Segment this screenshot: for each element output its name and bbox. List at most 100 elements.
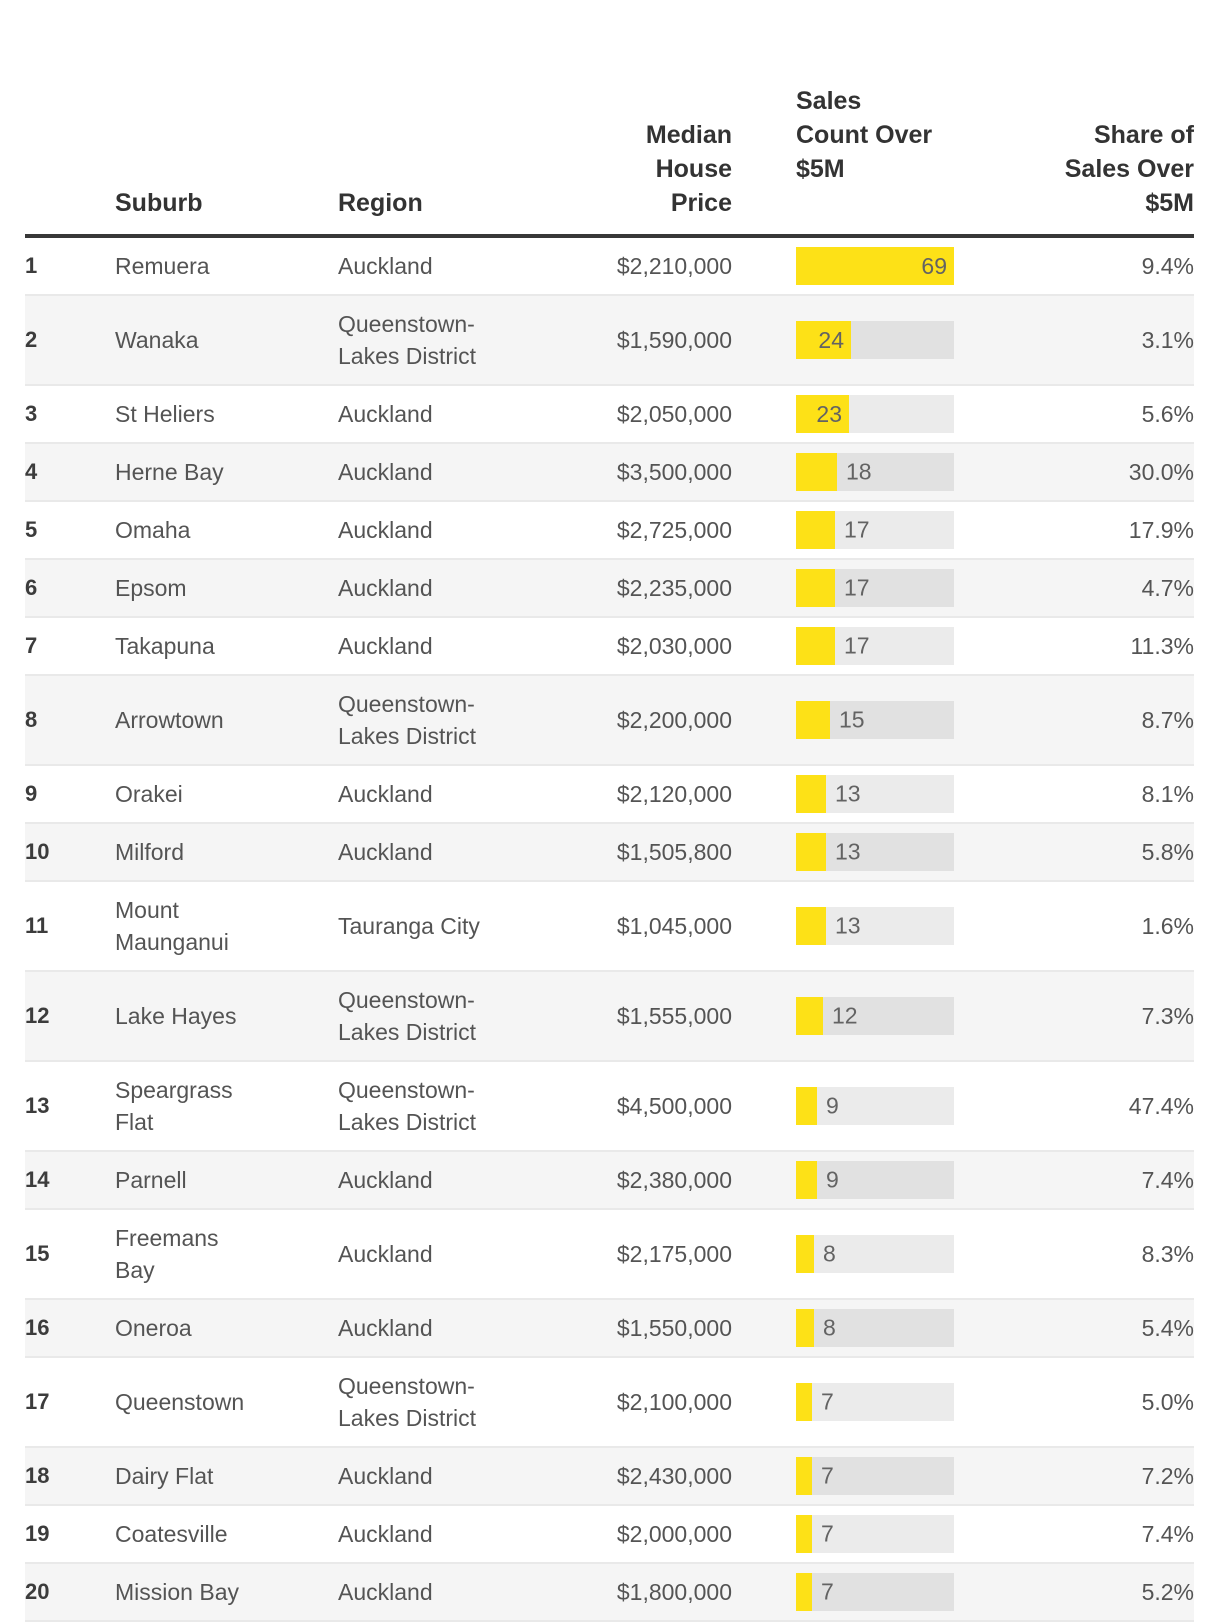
bar-fill: 69 (796, 247, 954, 285)
region-cell: Auckland (338, 781, 433, 807)
sales-count-bar-cell: 13 (732, 824, 954, 880)
suburb-cell: Arrowtown (115, 707, 224, 733)
table-row: 18 Dairy Flat Auckland $2,430,000 7 7.2% (25, 1446, 1194, 1504)
bar-fill (796, 1515, 812, 1553)
share-of-sales-cell: 8.1% (1141, 781, 1194, 807)
sales-count-bar-cell: 15 (732, 692, 954, 748)
bar-value-label: 13 (835, 838, 861, 865)
median-house-price-cell: $1,550,000 (616, 1315, 732, 1341)
table-row: 12 Lake Hayes Queenstown-Lakes District … (25, 970, 1194, 1060)
suburb-cell: Coatesville (115, 1521, 228, 1547)
share-of-sales-cell: 5.0% (1141, 1389, 1194, 1415)
bar-value-label: 8 (823, 1240, 836, 1267)
table-row: 5 Omaha Auckland $2,725,000 17 17.9% (25, 500, 1194, 558)
table-row: 6 Epsom Auckland $2,235,000 17 4.7% (25, 558, 1194, 616)
table-row: 16 Oneroa Auckland $1,550,000 8 5.4% (25, 1298, 1194, 1356)
median-house-price-cell: $3,500,000 (616, 459, 732, 485)
bar-fill (796, 997, 823, 1035)
header-share-of-sales-over-5m: Share of Sales Over $5M (1064, 121, 1194, 217)
rank-cell: 1 (25, 253, 38, 278)
suburb-cell: Remuera (115, 253, 210, 279)
median-house-price-cell: $2,050,000 (616, 401, 732, 427)
bar-track: 13 (796, 833, 954, 871)
table-row: 3 St Heliers Auckland $2,050,000 23 5.6% (25, 384, 1194, 442)
table-row: 11 Mount Maunganui Tauranga City $1,045,… (25, 880, 1194, 970)
sales-count-bar-cell: 8 (732, 1300, 954, 1356)
sales-count-bar-cell: 13 (732, 898, 954, 954)
suburb-cell: Mission Bay (115, 1579, 239, 1605)
bar-fill (796, 1235, 814, 1273)
table-row: 20 Mission Bay Auckland $1,800,000 7 5.2… (25, 1562, 1194, 1620)
suburb-cell: Milford (115, 839, 185, 865)
rank-cell: 10 (25, 839, 50, 864)
share-of-sales-cell: 7.2% (1141, 1463, 1194, 1489)
median-house-price-cell: $1,590,000 (616, 327, 732, 353)
region-cell: Auckland (338, 1167, 433, 1193)
sales-count-bar-cell: 24 (732, 312, 954, 368)
suburb-cell: Mount Maunganui (115, 897, 229, 955)
rank-cell: 19 (25, 1521, 50, 1546)
sales-count-bar-cell: 12 (732, 988, 954, 1044)
sales-count-bar-cell: 8 (732, 1226, 954, 1282)
median-house-price-cell: $2,210,000 (616, 253, 732, 279)
header-region: Region (338, 189, 423, 217)
bar-value-label: 13 (835, 912, 861, 939)
rank-cell: 17 (25, 1389, 50, 1414)
rank-cell: 2 (25, 327, 38, 352)
bar-track: 7 (796, 1515, 954, 1553)
rank-cell: 6 (25, 575, 38, 600)
bar-track: 18 (796, 453, 954, 491)
rank-cell: 9 (25, 781, 38, 806)
bar-fill (796, 1457, 812, 1495)
bar-track: 23 (796, 395, 954, 433)
rank-cell: 13 (25, 1093, 50, 1118)
sales-count-bar-cell: 7 (732, 1506, 954, 1562)
table-row: 9 Orakei Auckland $2,120,000 13 8.1% (25, 764, 1194, 822)
table-row: 15 Freemans Bay Auckland $2,175,000 8 8.… (25, 1208, 1194, 1298)
region-cell: Auckland (338, 1521, 433, 1547)
region-cell: Auckland (338, 517, 433, 543)
bar-value-label: 12 (832, 1002, 858, 1029)
bar-fill (796, 627, 835, 665)
bar-value-label: 8 (823, 1314, 836, 1341)
region-cell: Auckland (338, 401, 433, 427)
region-cell: Auckland (338, 839, 433, 865)
share-of-sales-cell: 5.4% (1141, 1315, 1194, 1341)
suburb-cell: Herne Bay (115, 459, 224, 485)
sales-count-bar-cell: 17 (732, 618, 954, 674)
region-cell: Auckland (338, 1241, 433, 1267)
share-of-sales-cell: 30.0% (1128, 459, 1194, 485)
rank-cell: 5 (25, 517, 38, 542)
median-house-price-cell: $2,120,000 (616, 781, 732, 807)
bar-value-label: 7 (821, 1578, 834, 1605)
bar-track: 15 (796, 701, 954, 739)
region-cell: Auckland (338, 575, 433, 601)
share-of-sales-cell: 1.6% (1141, 913, 1194, 939)
sales-count-bar-cell: 7 (732, 1564, 954, 1620)
suburb-cell: Speargrass Flat (115, 1077, 233, 1135)
median-house-price-cell: $2,430,000 (616, 1463, 732, 1489)
bar-fill (796, 1573, 812, 1611)
bar-track: 17 (796, 569, 954, 607)
bar-fill (796, 1383, 812, 1421)
table-row: 8 Arrowtown Queenstown-Lakes District $2… (25, 674, 1194, 764)
suburb-cell: Wanaka (115, 327, 199, 353)
region-cell: Auckland (338, 253, 433, 279)
suburb-cell: Freemans Bay (115, 1225, 219, 1283)
bar-fill (796, 1309, 814, 1347)
suburb-cell: Oneroa (115, 1315, 192, 1341)
median-house-price-cell: $4,500,000 (616, 1093, 732, 1119)
share-of-sales-cell: 5.2% (1141, 1579, 1194, 1605)
bar-fill (796, 453, 837, 491)
sales-count-bar-cell: 9 (732, 1152, 954, 1208)
sales-count-bar-cell: 7 (732, 1374, 954, 1430)
suburb-cell: Parnell (115, 1167, 187, 1193)
median-house-price-cell: $2,030,000 (616, 633, 732, 659)
table-row: 13 Speargrass Flat Queenstown-Lakes Dist… (25, 1060, 1194, 1150)
sales-count-bar-cell: 69 (732, 238, 954, 294)
bar-value-label: 13 (835, 780, 861, 807)
header-sales-count-label: Sales Count Over $5M (796, 87, 933, 183)
bar-fill (796, 569, 835, 607)
